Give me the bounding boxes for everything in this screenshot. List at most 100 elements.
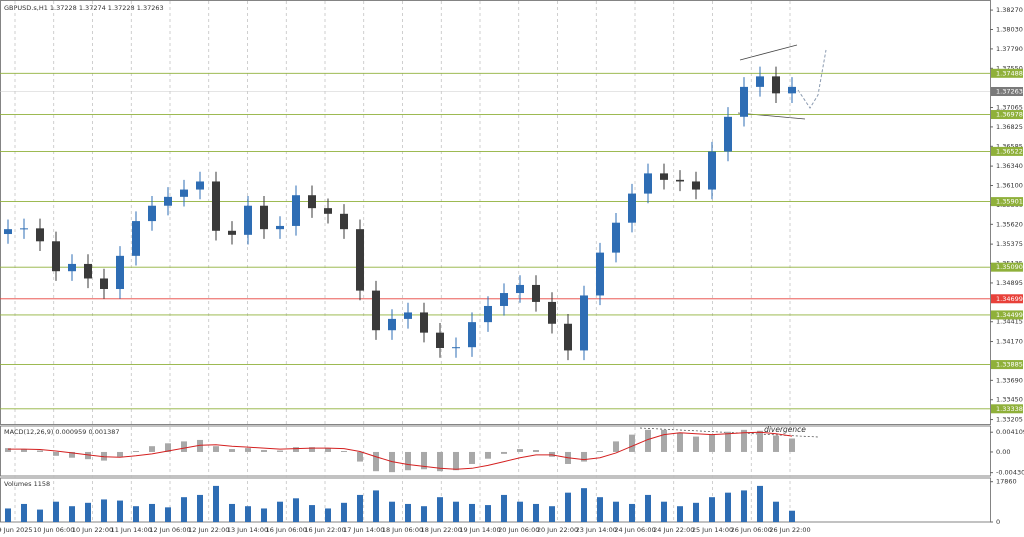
volume-bar <box>677 506 683 522</box>
candle-body <box>660 173 668 180</box>
candle-body <box>148 205 156 222</box>
volume-bar <box>37 509 43 522</box>
y-tick-label: 1.33690 <box>996 376 1023 384</box>
volume-bar <box>709 497 715 522</box>
x-tick-label: 12 Jun 06:00 <box>149 526 190 534</box>
candle-body <box>36 228 44 242</box>
level-label: 1.34699 <box>996 295 1023 303</box>
macd-bar <box>245 448 251 452</box>
macd-bar <box>517 449 523 452</box>
macd-bar <box>421 451 427 470</box>
volume-bar <box>245 506 251 522</box>
candle-body <box>116 255 124 289</box>
candle-body <box>260 205 268 230</box>
candle-body <box>644 173 652 194</box>
level-label: 1.36978 <box>996 111 1023 119</box>
x-tick-label: 16 Jun 06:00 <box>266 526 307 534</box>
x-tick-label: 9 Jun 2025 <box>0 526 32 534</box>
macd-bar <box>277 450 283 452</box>
volume-bar <box>693 502 699 522</box>
signal-line <box>8 431 793 470</box>
level-badge <box>991 68 1023 78</box>
macd-bar <box>757 430 763 452</box>
volume-bar <box>261 508 267 522</box>
candle-body <box>196 181 204 190</box>
level-label: 1.37488 <box>996 69 1023 77</box>
candle-body <box>484 305 492 323</box>
x-tick-label: 25 Jun 14:00 <box>692 526 733 534</box>
y-tick-label: 1.35375 <box>996 240 1023 248</box>
trendline <box>737 112 806 120</box>
level-badge <box>991 262 1023 272</box>
volume-bar <box>325 508 331 522</box>
volume-bar <box>565 492 571 522</box>
x-tick-label: 11 Jun 14:00 <box>111 526 152 534</box>
candle-body <box>724 116 732 152</box>
macd-bar <box>725 431 731 452</box>
macd-bar <box>469 451 475 464</box>
y-tick-label: -0.004305 <box>996 469 1024 477</box>
candle-body <box>324 208 332 214</box>
volume-bar <box>773 501 779 522</box>
candle-body <box>772 76 780 94</box>
candle-body <box>612 222 620 253</box>
main-frame <box>0 0 991 425</box>
volume-bar <box>341 502 347 522</box>
macd-bar <box>613 441 619 452</box>
macd-bar <box>37 450 43 452</box>
x-tick-label: 16 Jun 22:00 <box>304 526 345 534</box>
macd-bar <box>485 451 491 459</box>
level-label: 1.36522 <box>996 147 1023 155</box>
x-tick-label: 19 Jun 14:00 <box>459 526 500 534</box>
y-tick-label: 1.35620 <box>996 220 1023 228</box>
macd-bar <box>293 447 299 452</box>
trendlines <box>639 44 827 438</box>
candle-body <box>20 228 28 230</box>
volume-bar <box>277 501 283 522</box>
macd-bar <box>181 441 187 452</box>
volume-bar <box>789 510 795 522</box>
macd-bar <box>85 451 91 460</box>
macd-bar <box>645 429 651 452</box>
volume-bar <box>581 488 587 522</box>
candle-body <box>52 241 60 272</box>
y-tick-label: 0 <box>996 518 1000 526</box>
candle-body <box>708 151 716 190</box>
volume-bar <box>213 485 219 522</box>
candle-body <box>68 263 76 272</box>
candle-body <box>132 221 140 256</box>
candle-body <box>372 290 380 331</box>
volume-bar <box>293 498 299 522</box>
x-tick-label: 24 Jun 22:00 <box>653 526 694 534</box>
macd-bar <box>741 429 747 452</box>
macd-bar <box>5 448 11 452</box>
macd-bar <box>149 446 155 452</box>
volume-bar <box>725 492 731 522</box>
level-badge <box>991 404 1023 414</box>
x-tick-label: 24 Jun 06:00 <box>614 526 655 534</box>
candle-body <box>628 193 636 223</box>
volume-bar <box>549 506 555 522</box>
y-tick-label: 1.34170 <box>996 338 1023 346</box>
candle-body <box>292 195 300 226</box>
volume-bar <box>517 501 523 522</box>
y-tick-label: 1.34415 <box>996 318 1023 326</box>
candle-body <box>244 205 252 235</box>
volume-bar <box>661 501 667 522</box>
x-tick-label: 10 Jun 22:00 <box>72 526 113 534</box>
candle-body <box>340 213 348 230</box>
x-tick-label: 23 Jun 14:00 <box>576 526 617 534</box>
panel-title: Volumes 1158 <box>4 480 50 488</box>
candle-body <box>388 318 396 331</box>
volume-bar <box>21 503 27 522</box>
level-badge <box>991 294 1023 304</box>
y-tick-label: 1.37550 <box>996 64 1023 72</box>
level-badge <box>991 197 1023 207</box>
macd-bar <box>437 451 443 472</box>
candle-body <box>788 86 796 94</box>
volume-bar <box>309 505 315 522</box>
projection <box>797 49 827 109</box>
macd-bar <box>789 438 795 452</box>
candle-body <box>596 252 604 296</box>
macd-bar <box>21 449 27 452</box>
